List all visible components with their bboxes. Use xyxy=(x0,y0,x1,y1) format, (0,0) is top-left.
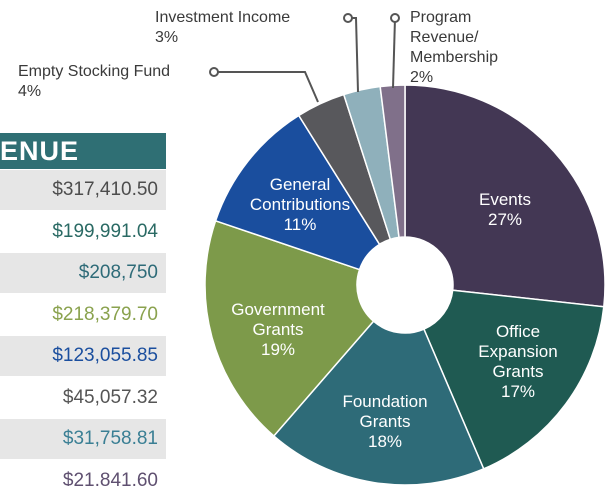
table-cell: $31,758.81 xyxy=(0,419,166,459)
pie-slice xyxy=(422,289,605,470)
slice-label: Government Grants 19% xyxy=(223,300,333,360)
category-name: Empty Stocking Fund xyxy=(18,63,171,80)
category-name: Foundation Grants xyxy=(342,392,428,431)
table-cell: $208,750 xyxy=(0,253,166,293)
outside-label: Empty Stocking Fund 4% xyxy=(18,62,218,102)
leader-line xyxy=(392,17,396,89)
table-cell: $123,055.85 xyxy=(0,336,166,376)
percent-label: 18% xyxy=(367,432,403,451)
slice-label: Foundation Grants 18% xyxy=(330,392,440,452)
outside-label: Program Revenue/ Membership 2% xyxy=(410,8,550,88)
percent-label: 2% xyxy=(410,69,434,86)
table-header: ENUE xyxy=(0,133,166,169)
percent-label: 17% xyxy=(500,382,536,401)
pie-slice xyxy=(404,84,606,308)
table-cell: $21,841.60 xyxy=(0,460,166,486)
category-name: Government Grants xyxy=(231,300,325,339)
slice-label: General Contributions 11% xyxy=(240,175,360,235)
pie-slice xyxy=(272,320,485,486)
category-name: Program Revenue/ Membership xyxy=(410,9,499,66)
table-cell: $199,991.04 xyxy=(0,211,166,252)
category-name: Office Expansion Grants xyxy=(478,322,558,381)
leader-dot xyxy=(343,13,353,23)
leader-line xyxy=(348,17,359,93)
percent-label: 27% xyxy=(487,210,523,229)
outside-label: Investment Income 3% xyxy=(155,8,345,48)
percent-label: 19% xyxy=(260,340,296,359)
table-cell: $218,379.70 xyxy=(0,294,166,335)
slice-label: Office Expansion Grants 17% xyxy=(473,322,563,402)
category-name: Events xyxy=(479,190,531,209)
leader-dot xyxy=(209,67,219,77)
percent-label: 4% xyxy=(18,83,42,100)
slice-label: Events 27% xyxy=(450,190,560,230)
table-cell: $317,410.50 xyxy=(0,170,166,210)
category-name: General Contributions xyxy=(249,175,351,214)
leader-dot xyxy=(390,13,400,23)
category-name: Investment Income xyxy=(155,9,291,26)
pie-slice xyxy=(214,114,381,271)
percent-label: 3% xyxy=(155,29,179,46)
pie-slice xyxy=(379,84,406,239)
percent-label: 11% xyxy=(283,215,317,234)
table-cell: $45,057.32 xyxy=(0,377,166,418)
pie-slice xyxy=(204,219,375,438)
leader-line xyxy=(214,71,319,103)
